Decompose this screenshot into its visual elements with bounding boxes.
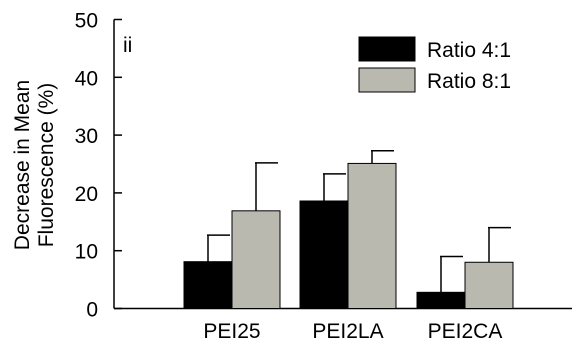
y-tick-label-4: 40	[75, 67, 98, 90]
x-tick-label-pei2ca: PEI2CA	[428, 320, 503, 343]
y-tick-label-1: 10	[75, 241, 98, 264]
legend-swatch-ratio-4-1	[358, 36, 416, 62]
panel-label: ii	[123, 34, 132, 57]
y-tick-label-5: 50	[75, 10, 98, 33]
legend-label-ratio-4-1: Ratio 4:1	[427, 39, 511, 62]
y-axis-title: Decrease in Mean Fluorescence (%)	[11, 80, 58, 250]
y-tick-label-0: 0	[86, 299, 98, 322]
error-bar-ratio-4-1-pei25	[207, 234, 230, 262]
y-axis-title-line-2: Fluorescence (%)	[35, 83, 58, 248]
legend-label-ratio-8-1: Ratio 8:1	[427, 70, 511, 93]
x-tick-label-pei25: PEI25	[203, 320, 260, 343]
legend-swatch-ratio-8-1	[358, 67, 416, 93]
y-ticks	[114, 18, 122, 310]
bar-ratio-8-1-pei2ca	[464, 261, 514, 310]
y-axis-title-line-1: Decrease in Mean	[11, 80, 34, 250]
bar-ratio-8-1-pei2la	[347, 162, 397, 309]
error-bar-ratio-4-1-pei2la	[323, 173, 346, 201]
x-tick-label-pei2la: PEI2LA	[312, 320, 383, 343]
bar-ratio-4-1-pei25	[183, 261, 233, 310]
error-bar-ratio-8-1-pei25	[255, 162, 278, 211]
error-bar-ratio-4-1-pei2ca	[440, 255, 463, 293]
error-bar-ratio-8-1-pei2la	[371, 149, 394, 164]
y-tick-labels: 0 10 20 30 40 50	[75, 10, 98, 322]
bar-ratio-8-1-pei25	[231, 210, 281, 309]
x-tick-labels: PEI25 PEI2LA PEI2CA	[203, 320, 502, 343]
bar-ratio-4-1-pei2la	[299, 200, 349, 310]
bars	[183, 162, 514, 310]
bar-ratio-4-1-pei2ca	[416, 291, 466, 310]
error-bars	[207, 149, 511, 293]
y-tick-label-3: 30	[75, 125, 98, 148]
legend: Ratio 4:1 Ratio 8:1	[358, 36, 511, 93]
y-tick-label-2: 20	[75, 183, 98, 206]
error-bar-ratio-8-1-pei2ca	[488, 226, 511, 263]
